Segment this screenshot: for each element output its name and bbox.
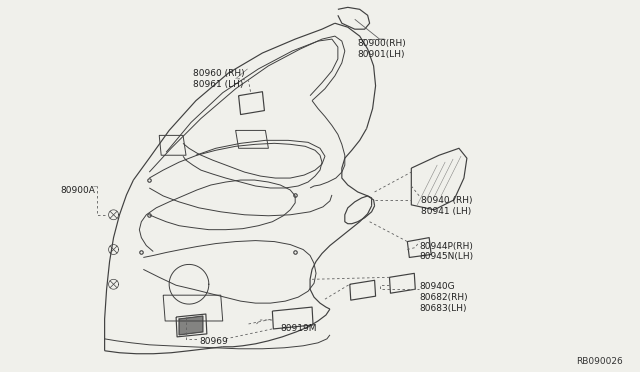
Text: 80941 (LH): 80941 (LH) xyxy=(421,207,472,216)
Text: 80944P(RH): 80944P(RH) xyxy=(419,241,473,251)
Text: 80919M: 80919M xyxy=(280,324,317,333)
Text: 80969: 80969 xyxy=(199,337,228,346)
Text: 80960 (RH): 80960 (RH) xyxy=(193,69,244,78)
Text: 80940 (RH): 80940 (RH) xyxy=(421,196,473,205)
Polygon shape xyxy=(179,316,203,335)
Text: RB090026: RB090026 xyxy=(576,357,623,366)
Text: 80900(RH): 80900(RH) xyxy=(358,39,406,48)
Text: 80945N(LH): 80945N(LH) xyxy=(419,253,474,262)
Text: 80940G: 80940G xyxy=(419,282,455,291)
Text: 80682(RH): 80682(RH) xyxy=(419,293,468,302)
Text: 80961 (LH): 80961 (LH) xyxy=(193,80,243,89)
Text: 80901(LH): 80901(LH) xyxy=(358,50,405,59)
Text: 80900A: 80900A xyxy=(60,186,95,195)
Text: 80683(LH): 80683(LH) xyxy=(419,304,467,313)
